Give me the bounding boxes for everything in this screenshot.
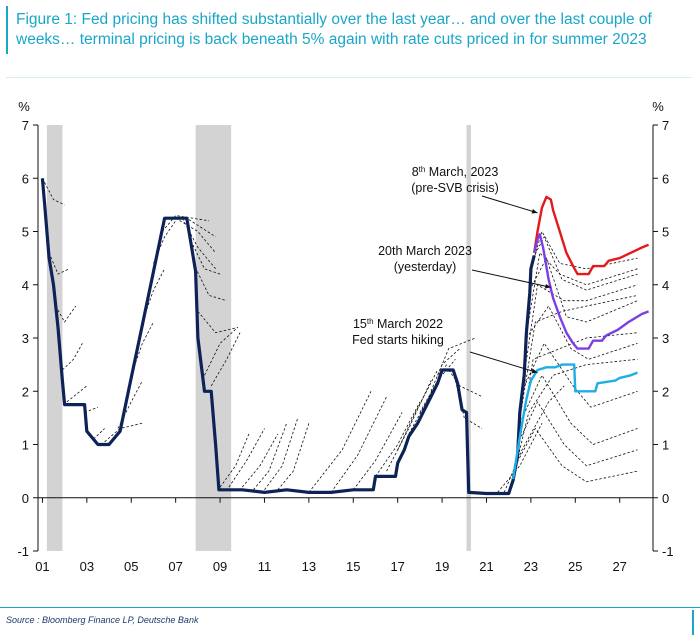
forward-curve-dashed <box>204 327 239 376</box>
y-tick-label-right: 5 <box>662 225 669 240</box>
forward-curve-dashed <box>514 427 638 483</box>
forward-curve-dashed <box>521 342 638 408</box>
x-tick-label: 15 <box>346 559 360 574</box>
forward-curve-dashed <box>517 332 638 456</box>
annotation-label-0: 8th March, 2023 <box>412 165 499 180</box>
forward-curve-dashed <box>523 284 638 376</box>
annotation-arrowhead-0 <box>531 209 538 214</box>
y-tick-label-right: -1 <box>662 544 674 559</box>
y-tick-label-left: 5 <box>22 225 29 240</box>
forward-curve-dashed <box>532 235 638 291</box>
forward-curve-dashed <box>48 252 70 275</box>
title-divider <box>6 77 692 78</box>
forward-curve-dashed <box>197 311 238 334</box>
recession-band-0 <box>46 125 63 551</box>
forward-curve-dashed <box>277 423 310 491</box>
forward-curve-dashed <box>42 178 65 206</box>
forward-curve-dashed <box>66 385 88 403</box>
x-tick-label: 13 <box>302 559 316 574</box>
forward-curve-dashed <box>517 401 638 467</box>
annotation-sublabel-2: Fed starts hiking <box>352 333 444 347</box>
y-tick-label-right: 0 <box>662 491 669 506</box>
forward-curve-dashed <box>330 396 387 493</box>
forward-curve-dashed <box>228 428 265 488</box>
forward-curve-dashed <box>55 305 77 323</box>
forward-curve-dashed <box>241 433 279 488</box>
x-tick-label: 11 <box>258 559 272 574</box>
forward-curve-dashed <box>188 236 221 275</box>
forward-curve-dashed <box>386 380 432 472</box>
y-tick-label-left: 3 <box>22 331 29 346</box>
forward-curve-dashed <box>210 332 241 387</box>
forward-curve-dashed <box>93 428 105 440</box>
forward-curve-dashed <box>62 343 83 371</box>
forward-curve-dashed <box>520 295 638 413</box>
chart-title: Figure 1: Fed pricing has shifted substa… <box>16 11 652 48</box>
y-axis-unit-right: % <box>652 99 664 114</box>
annotation-arrowhead-2 <box>531 368 538 374</box>
fed-pricing-chart: -1 -10 01 12 23 34 45 56 67 7% %01 03 05 07 09 11 13 15 17… <box>17 99 674 574</box>
y-tick-label-left: -1 <box>17 544 29 559</box>
source-right-bar <box>692 610 694 635</box>
forward-curve-dashed <box>264 417 299 491</box>
annotation-label-1: 20th March 2023 <box>378 244 472 258</box>
x-tick-label: 05 <box>124 559 138 574</box>
x-tick-label: 07 <box>168 559 182 574</box>
annotation-arrow-2 <box>469 351 538 374</box>
forward-curve-dashed <box>253 423 288 491</box>
source-divider <box>0 607 700 608</box>
annotation-arrowhead-1 <box>544 283 551 289</box>
recession-band-1 <box>195 125 232 551</box>
forward-curve-dashed <box>430 348 461 392</box>
forward-curve-dashed <box>161 215 210 232</box>
x-tick-label: 25 <box>568 559 582 574</box>
y-axis-unit-left: % <box>18 99 30 114</box>
x-tick-label: 23 <box>524 559 538 574</box>
y-tick-label-right: 7 <box>662 118 669 133</box>
y-tick-label-left: 4 <box>22 278 29 293</box>
x-tick-label: 01 <box>35 559 49 574</box>
annotation-sublabel-1: (yesterday) <box>394 260 457 274</box>
y-tick-label-left: 1 <box>22 438 29 453</box>
forward-curve-dashed <box>529 257 638 323</box>
forward-curve-dashed <box>526 305 638 360</box>
source-note: Source : Bloomberg Finance LP, Deutsche … <box>6 615 199 625</box>
y-tick-label-right: 1 <box>662 438 669 453</box>
x-tick-label: 17 <box>390 559 404 574</box>
y-tick-label-right: 3 <box>662 331 669 346</box>
y-tick-label-left: 7 <box>22 118 29 133</box>
annotation-arrow-0 <box>481 195 538 214</box>
forward-curve-dashed <box>448 369 483 397</box>
y-tick-label-left: 0 <box>22 491 29 506</box>
y-tick-label-right: 4 <box>662 278 669 293</box>
series-line-march_15_2022 <box>511 363 638 480</box>
y-tick-label-right: 6 <box>662 171 669 186</box>
x-tick-label: 09 <box>213 559 227 574</box>
x-tick-label: 21 <box>479 559 493 574</box>
recession-band-2 <box>466 125 471 551</box>
y-tick-label-left: 2 <box>22 384 29 399</box>
forward-curve-dashed <box>519 374 638 445</box>
forward-curve-dashed <box>308 391 372 493</box>
series-line-march_8_2023 <box>533 195 650 276</box>
forward-curve-dashed <box>510 358 638 488</box>
annotation-arrow-1 <box>471 269 551 288</box>
forward-curve-dashed <box>104 422 143 443</box>
y-tick-label-right: 2 <box>662 384 669 399</box>
series-line-fed_funds <box>40 178 536 496</box>
annotation-label-2: 15th March 2022 <box>353 317 443 332</box>
forward-curve-dashed <box>503 385 565 493</box>
forward-curve-dashed <box>84 406 99 413</box>
annotation-sublabel-0: (pre-SVB crisis) <box>411 181 499 195</box>
series-line-march_20_2023 <box>533 232 650 350</box>
forward-curve-dashed <box>437 337 476 376</box>
y-tick-label-left: 6 <box>22 171 29 186</box>
x-tick-label: 03 <box>80 559 94 574</box>
x-tick-label: 19 <box>435 559 449 574</box>
forward-curve-dashed <box>352 412 403 491</box>
chart-title-box: Figure 1: Fed pricing has shifted substa… <box>6 6 692 54</box>
forward-curve-dashed <box>455 380 483 429</box>
x-tick-label: 27 <box>612 559 626 574</box>
forward-curve-dashed <box>397 369 438 450</box>
